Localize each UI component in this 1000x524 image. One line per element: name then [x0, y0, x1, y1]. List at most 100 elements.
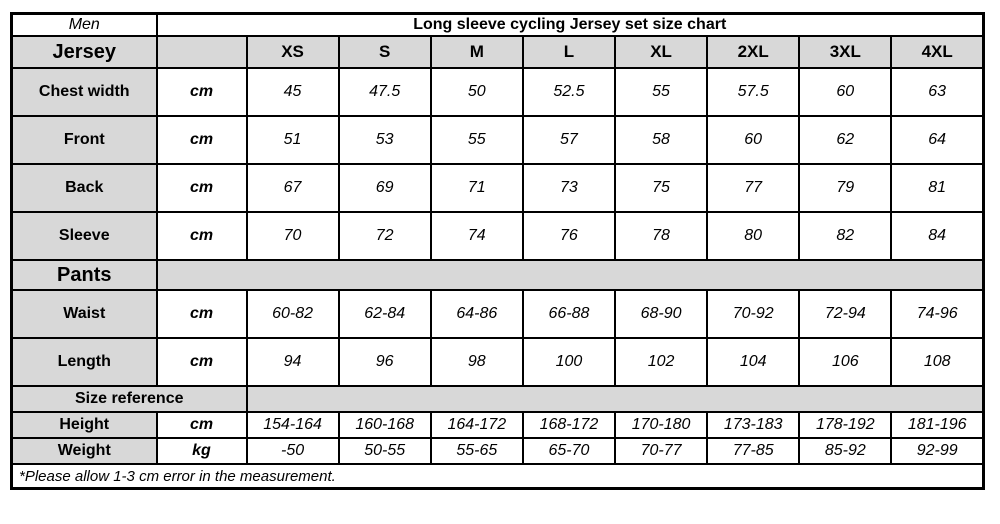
section-header-pants: Pants [10, 259, 158, 291]
size-chart: Men Long sleeve cycling Jersey set size … [10, 12, 985, 490]
row-length: Length cm 94 96 98 100 102 104 106 108 [10, 337, 985, 387]
value-cell: 108 [890, 337, 985, 387]
row-label: Height [10, 411, 158, 439]
title-row: Men Long sleeve cycling Jersey set size … [10, 12, 985, 37]
size-header-xs: XS [245, 35, 340, 69]
value-cell: 80 [706, 211, 801, 261]
unit-cell: cm [155, 211, 248, 261]
unit-cell: cm [155, 115, 248, 165]
value-cell: 96 [337, 337, 432, 387]
unit-header-empty [155, 35, 248, 69]
value-cell: 72 [337, 211, 432, 261]
value-cell: 45 [245, 67, 340, 117]
value-cell: 76 [521, 211, 617, 261]
value-cell: 52.5 [521, 67, 617, 117]
value-cell: 78 [613, 211, 709, 261]
value-cell: 70-77 [613, 437, 709, 465]
unit-cell: cm [155, 337, 248, 387]
value-cell: 47.5 [337, 67, 432, 117]
category-label: Men [10, 12, 158, 37]
value-cell: 178-192 [798, 411, 893, 439]
value-cell: 67 [245, 163, 340, 213]
row-weight: Weight kg -50 50-55 55-65 65-70 70-77 77… [10, 437, 985, 465]
size-header-m: M [429, 35, 524, 69]
value-cell: 168-172 [521, 411, 617, 439]
value-cell: 50 [429, 67, 524, 117]
value-cell: 55 [429, 115, 524, 165]
value-cell: 173-183 [706, 411, 801, 439]
value-cell: 55-65 [429, 437, 524, 465]
value-cell: 60-82 [245, 289, 340, 339]
value-cell: 92-99 [890, 437, 985, 465]
value-cell: 57.5 [706, 67, 801, 117]
footnote-row: *Please allow 1-3 cm error in the measur… [10, 463, 985, 490]
value-cell: 104 [706, 337, 801, 387]
jersey-sizes-row: Jersey XS S M L XL 2XL 3XL 4XL [10, 35, 985, 69]
value-cell: 70-92 [706, 289, 801, 339]
row-label: Length [10, 337, 158, 387]
row-waist: Waist cm 60-82 62-84 64-86 66-88 68-90 7… [10, 289, 985, 339]
value-cell: 69 [337, 163, 432, 213]
value-cell: 71 [429, 163, 524, 213]
unit-cell: cm [155, 289, 248, 339]
value-cell: 170-180 [613, 411, 709, 439]
value-cell: 84 [890, 211, 985, 261]
row-label: Front [10, 115, 158, 165]
footnote: *Please allow 1-3 cm error in the measur… [10, 463, 985, 490]
value-cell: 74-96 [890, 289, 985, 339]
value-cell: 64-86 [429, 289, 524, 339]
row-sleeve: Sleeve cm 70 72 74 76 78 80 82 84 [10, 211, 985, 261]
size-header-s: S [337, 35, 432, 69]
value-cell: 181-196 [890, 411, 985, 439]
row-label: Chest width [10, 67, 158, 117]
value-cell: 100 [521, 337, 617, 387]
row-height: Height cm 154-164 160-168 164-172 168-17… [10, 411, 985, 439]
value-cell: 51 [245, 115, 340, 165]
size-chart-table: Men Long sleeve cycling Jersey set size … [10, 12, 985, 490]
value-cell: 77 [706, 163, 801, 213]
size-reference-row: Size reference [10, 385, 985, 413]
value-cell: 65-70 [521, 437, 617, 465]
value-cell: 58 [613, 115, 709, 165]
value-cell: 72-94 [798, 289, 893, 339]
row-label: Sleeve [10, 211, 158, 261]
size-reference-filler [245, 385, 985, 413]
size-header-xl: XL [613, 35, 709, 69]
value-cell: 66-88 [521, 289, 617, 339]
unit-cell: kg [155, 437, 248, 465]
value-cell: 77-85 [706, 437, 801, 465]
value-cell: 98 [429, 337, 524, 387]
size-header-4xl: 4XL [890, 35, 985, 69]
pants-section-filler [155, 259, 985, 291]
unit-cell: cm [155, 411, 248, 439]
value-cell: 154-164 [245, 411, 340, 439]
value-cell: 74 [429, 211, 524, 261]
value-cell: 63 [890, 67, 985, 117]
value-cell: 164-172 [429, 411, 524, 439]
row-label: Weight [10, 437, 158, 465]
value-cell: 102 [613, 337, 709, 387]
value-cell: 57 [521, 115, 617, 165]
value-cell: 94 [245, 337, 340, 387]
value-cell: 68-90 [613, 289, 709, 339]
value-cell: 70 [245, 211, 340, 261]
unit-cell: cm [155, 163, 248, 213]
row-back: Back cm 67 69 71 73 75 77 79 81 [10, 163, 985, 213]
pants-section-row: Pants [10, 259, 985, 291]
value-cell: 106 [798, 337, 893, 387]
value-cell: 60 [798, 67, 893, 117]
value-cell: 160-168 [337, 411, 432, 439]
unit-cell: cm [155, 67, 248, 117]
value-cell: 75 [613, 163, 709, 213]
value-cell: 53 [337, 115, 432, 165]
row-label: Waist [10, 289, 158, 339]
row-label: Back [10, 163, 158, 213]
row-chest-width: Chest width cm 45 47.5 50 52.5 55 57.5 6… [10, 67, 985, 117]
row-front: Front cm 51 53 55 57 58 60 62 64 [10, 115, 985, 165]
value-cell: 81 [890, 163, 985, 213]
value-cell: 62-84 [337, 289, 432, 339]
value-cell: 79 [798, 163, 893, 213]
value-cell: 60 [706, 115, 801, 165]
value-cell: 55 [613, 67, 709, 117]
section-header-jersey: Jersey [10, 35, 158, 69]
